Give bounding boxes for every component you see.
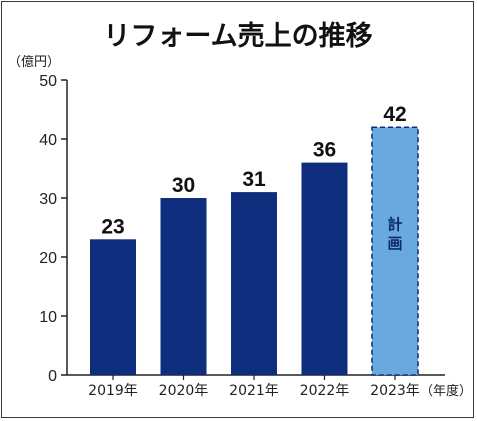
- bar-value-label: 36: [313, 139, 336, 162]
- x-axis-unit-label: （年度）: [420, 383, 472, 399]
- bar: [160, 198, 207, 375]
- x-tick-label: 2023年: [370, 383, 420, 399]
- chart-marks: 0 10 20 30 40 50 23 2019年 30 2020年 31 2021年 36 2022年 4…: [39, 73, 420, 399]
- y-tick-label: 0: [48, 368, 57, 385]
- x-tick-label: 2019年: [88, 383, 138, 399]
- bar-value-label: 23: [101, 215, 124, 238]
- y-axis-unit-label: （億円）: [8, 54, 60, 70]
- chart-title: リフォーム売上の推移: [103, 21, 372, 52]
- bar-planned: [371, 126, 419, 376]
- planned-bar-note: 計画: [387, 216, 402, 253]
- y-tick-label: 20: [39, 250, 57, 267]
- bar-value-label: 30: [172, 174, 195, 197]
- y-tick-label: 40: [39, 132, 57, 149]
- x-tick-label: 2021年: [229, 383, 279, 399]
- y-tick-label: 10: [39, 309, 57, 326]
- y-tick-label: 30: [39, 191, 57, 208]
- bar-value-label: 42: [383, 103, 406, 126]
- bar-value-label: 31: [242, 168, 266, 191]
- bar: [90, 239, 136, 375]
- x-tick-label: 2020年: [159, 383, 209, 399]
- y-tick-label: 50: [39, 73, 57, 90]
- bar: [231, 192, 277, 375]
- x-tick-label: 2022年: [300, 383, 350, 399]
- bar: [301, 162, 348, 375]
